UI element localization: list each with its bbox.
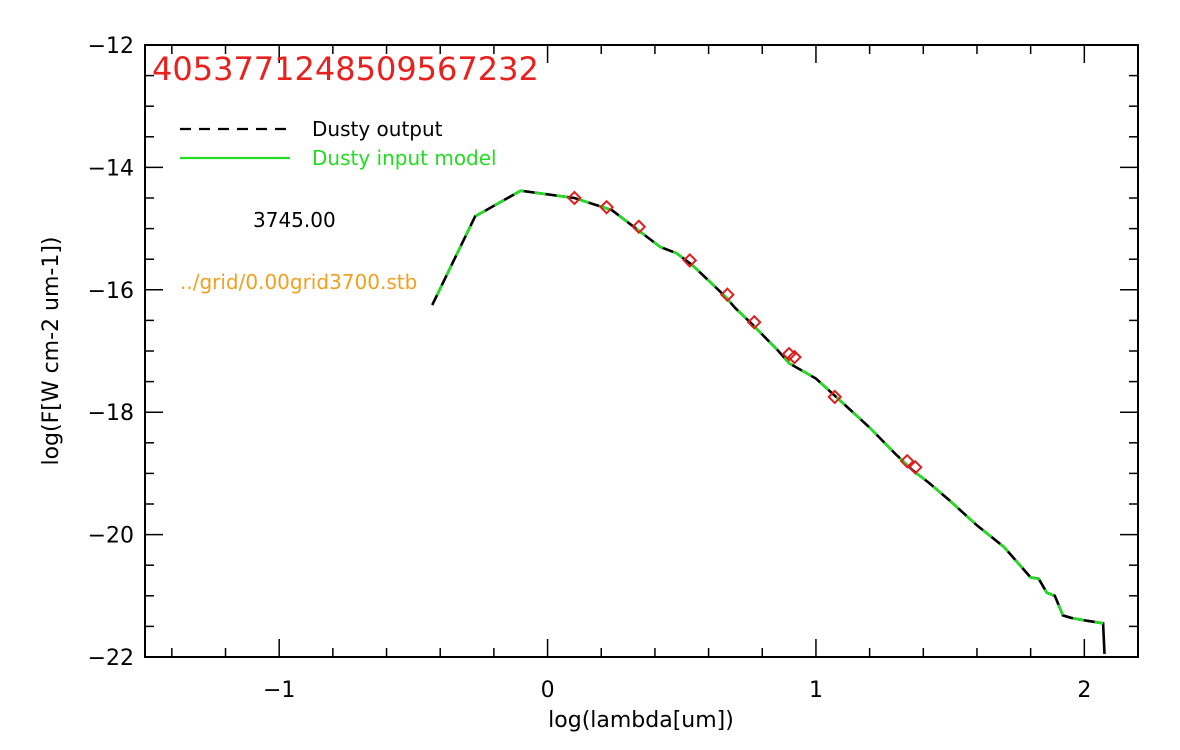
photometry-marker xyxy=(719,287,735,303)
x-tick-label: 0 xyxy=(541,678,555,703)
y-axis-label: log(F[W cm-2 um-1]) xyxy=(39,236,64,465)
y-tick-label: −20 xyxy=(88,524,134,549)
photometry-marker xyxy=(631,219,647,235)
photometry-marker xyxy=(827,389,843,405)
photometry-marker xyxy=(746,314,762,330)
photometry-marker xyxy=(899,453,915,469)
y-tick-labels: −22 −20 −18 −16 −14 −12 xyxy=(88,34,134,671)
legend-label-dusty-output: Dusty output xyxy=(312,117,443,141)
y-tick-label: −16 xyxy=(88,279,134,304)
chart-title: 4053771248509567232 xyxy=(152,50,539,88)
y-tick-label: −14 xyxy=(88,156,134,181)
photometry-marker xyxy=(566,190,582,206)
grid-file-label: ../grid/0.00grid3700.stb xyxy=(180,270,417,294)
legend: Dusty output Dusty input model xyxy=(180,117,497,170)
x-tick-label: −1 xyxy=(263,678,295,703)
marker-layer xyxy=(566,190,923,475)
y-tick-label: −18 xyxy=(88,401,134,426)
photometry-marker xyxy=(599,199,615,215)
axis-ticks xyxy=(145,44,1139,658)
temperature-label: 3745.00 xyxy=(253,208,336,232)
x-tick-label: 2 xyxy=(1077,678,1091,703)
x-tick-label: 1 xyxy=(809,678,823,703)
x-tick-labels: −1 0 1 2 xyxy=(263,678,1091,703)
y-tick-label: −22 xyxy=(88,646,134,671)
legend-label-dusty-input: Dusty input model xyxy=(312,146,497,170)
y-tick-label: −12 xyxy=(88,34,134,59)
x-axis-label: log(lambda[um]) xyxy=(548,708,734,733)
photometry-marker xyxy=(907,459,923,475)
photometry-marker xyxy=(787,349,802,365)
photometry-marker xyxy=(682,253,698,268)
